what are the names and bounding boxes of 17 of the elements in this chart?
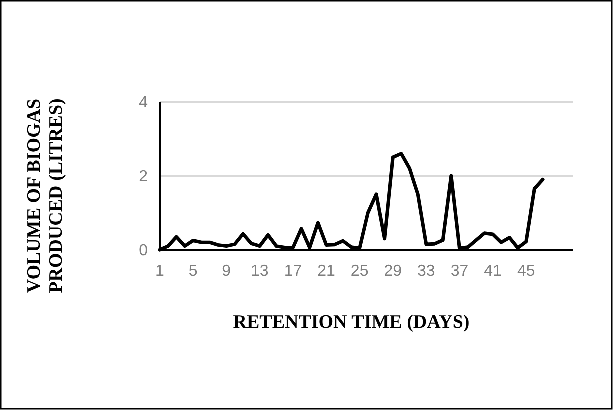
x-tick-label: 37 (450, 263, 469, 280)
x-axis-title: RETENTION TIME (DAYS) (233, 312, 470, 333)
x-tick-label: 41 (484, 263, 502, 280)
x-tick-label: 45 (517, 263, 536, 280)
x-tick-label: 17 (284, 263, 302, 280)
x-tick-label: 29 (384, 263, 402, 280)
x-tick-label: 9 (222, 263, 232, 280)
x-tick-label: 5 (188, 263, 198, 280)
y-tick-label: 0 (139, 242, 148, 260)
x-tick-label: 1 (156, 263, 165, 280)
y-axis-title: VOLUME OF BIOGAS PRODUCED (LITRES) (24, 98, 67, 294)
x-tick-label: 25 (350, 263, 369, 280)
y-tick-label: 4 (139, 94, 148, 112)
x-tick-label: 13 (251, 263, 269, 280)
x-tick-label: 21 (318, 263, 336, 280)
x-tick-label: 33 (418, 263, 436, 280)
y-tick-label: 2 (139, 168, 148, 186)
